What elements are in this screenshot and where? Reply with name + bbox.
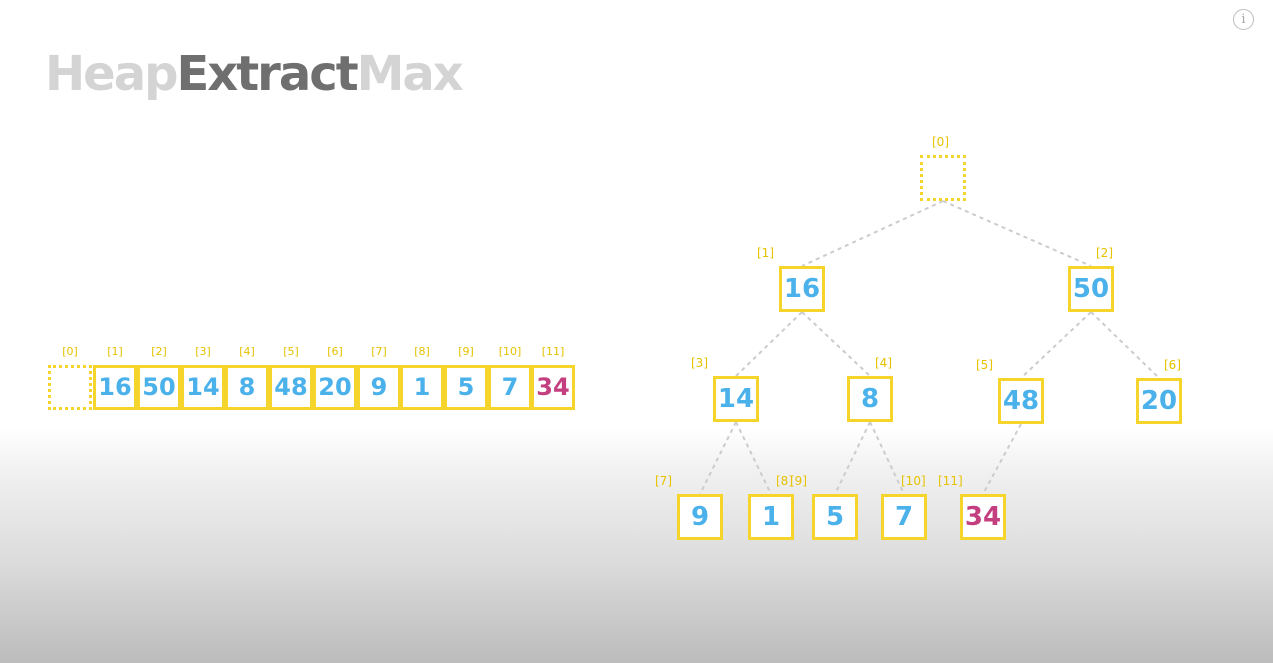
tree-node-6: 20 [1136,378,1182,424]
array-cell-2: 50 [137,365,181,410]
tree-edge-5-11 [982,423,1022,495]
tree-node-0 [920,155,966,201]
tree-index-11: [11] [938,474,963,488]
tree-node-4: 8 [847,376,893,422]
array-cell-10: 7 [488,365,532,410]
tree-node-5: 48 [998,378,1044,424]
tree-index-1: [1] [757,246,774,260]
tree-edge-4-9 [834,421,871,495]
tree-edge-2-5 [1020,311,1092,379]
array-cell-8: 1 [400,365,444,410]
tree-node-9: 5 [812,494,858,540]
array-cell-11: 34 [531,365,575,410]
tree-edge-3-8 [735,421,772,495]
array-index-9: [9] [458,345,474,358]
array-index-2: [2] [151,345,167,358]
array-index-0: [0] [62,345,78,358]
tree-index-4: [4] [875,356,892,370]
array-cell-5: 48 [269,365,313,410]
tree-edge-1-3 [735,311,803,377]
tree-index-5: [5] [976,358,993,372]
tree-index-9: [9] [790,474,807,488]
array-index-11: [11] [541,345,565,358]
array-cell-6: 20 [313,365,357,410]
tree-edge-0-1 [801,200,944,267]
tree-node-1: 16 [779,266,825,312]
tree-node-2: 50 [1068,266,1114,312]
tree-index-3: [3] [691,356,708,370]
array-index-4: [4] [239,345,255,358]
tree-node-8: 1 [748,494,794,540]
tree-edge-1-4 [801,311,871,377]
array-cell-1: 16 [93,365,137,410]
tree-node-3: 14 [713,376,759,422]
array-index-3: [3] [195,345,211,358]
array-index-7: [7] [371,345,387,358]
title-part-max: Max [356,46,464,102]
tree-index-10: [10] [901,474,926,488]
title-part-extract: Extract [176,46,358,102]
info-icon[interactable]: i [1233,9,1254,30]
array-cell-3: 14 [181,365,225,410]
tree-index-6: [6] [1164,358,1181,372]
tree-index-8: [8] [776,474,793,488]
array-cell-0 [48,365,92,410]
tree-node-7: 9 [677,494,723,540]
tree-edge-4-10 [869,421,905,495]
tree-index-2: [2] [1096,246,1113,260]
title-part-heap: Heap [45,46,178,102]
tree-index-0: [0] [932,135,949,149]
tree-node-11: 34 [960,494,1006,540]
tree-edge-3-7 [699,421,737,495]
page-title: HeapExtractMax [45,44,464,104]
tree-edge-0-2 [942,200,1092,267]
array-index-6: [6] [327,345,343,358]
tree-edge-2-6 [1090,311,1160,379]
array-index-8: [8] [414,345,430,358]
tree-node-10: 7 [881,494,927,540]
tree-index-7: [7] [655,474,672,488]
array-cell-4: 8 [225,365,269,410]
array-cell-7: 9 [357,365,401,410]
array-index-1: [1] [107,345,123,358]
array-index-5: [5] [283,345,299,358]
array-index-10: [10] [498,345,522,358]
array-cell-9: 5 [444,365,488,410]
